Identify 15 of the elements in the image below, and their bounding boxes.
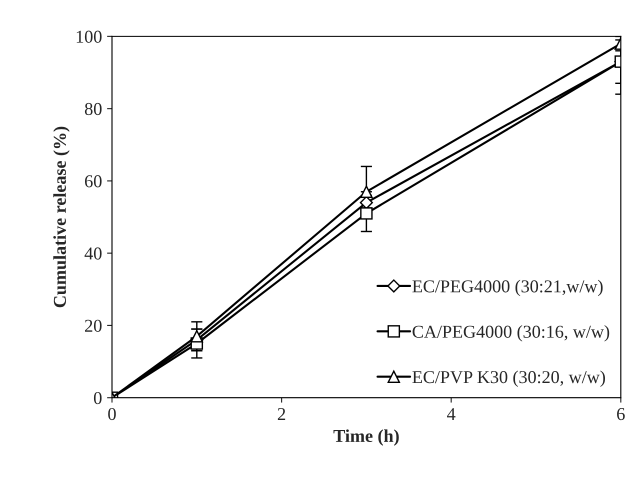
x-tick-label: 0 [108, 408, 116, 420]
y-tick-label: 60 [85, 175, 102, 188]
legend-label: CA/PEG4000 (30:16, w/w) [412, 325, 610, 342]
y-tick-label: 80 [84, 102, 102, 116]
y-tick-label: 0 [94, 392, 102, 404]
x-tick-label: 6 [617, 408, 625, 420]
legend-label: EC/PVP K30 (30:20, w/w) [412, 370, 605, 387]
y-tick-label: 40 [84, 247, 102, 260]
y-axis-title: Cumulative release (%) [53, 126, 70, 308]
legend-label: EC/PEG4000 (30:21,w/w) [412, 280, 603, 296]
x-tick-label: 4 [447, 408, 456, 420]
x-axis-title: Time (h) [333, 429, 399, 446]
y-tick-label: 20 [85, 320, 102, 332]
x-tick-label: 2 [278, 408, 286, 420]
y-tick-label: 100 [76, 30, 102, 43]
